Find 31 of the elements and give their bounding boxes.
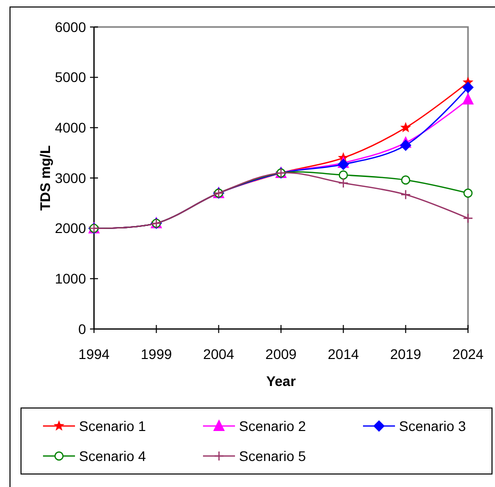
point — [338, 178, 348, 188]
point — [400, 190, 411, 200]
point — [338, 170, 348, 180]
y-tick-label: 4000 — [54, 120, 86, 136]
y-axis-title: TDS mg/L — [37, 144, 53, 211]
point — [462, 93, 474, 104]
y-tick-label: 3000 — [54, 170, 86, 186]
x-tick-label: 2014 — [328, 346, 360, 362]
legend-label: Scenario 5 — [239, 448, 306, 464]
point — [462, 213, 474, 224]
x-tick-label: 2019 — [390, 346, 422, 362]
point — [463, 188, 473, 198]
point — [400, 140, 412, 151]
legend-label: Scenario 3 — [399, 418, 466, 434]
legend-label: Scenario 1 — [79, 418, 146, 434]
y-tick-label: 6000 — [54, 18, 86, 35]
point — [462, 82, 474, 93]
x-tick-label: 2004 — [203, 346, 234, 362]
y-tick-label: 0 — [78, 320, 86, 337]
x-tick-label: 2024 — [452, 346, 484, 362]
x-tick-label: 1994 — [78, 346, 110, 362]
x-axis-title: Year — [266, 373, 296, 389]
x-tick-label: 1999 — [140, 346, 172, 362]
point — [401, 175, 410, 185]
y-tick-label: 5000 — [54, 69, 86, 86]
y-tick-label: 2000 — [54, 220, 86, 236]
point — [400, 122, 412, 132]
legend-label: Scenario 2 — [239, 418, 306, 434]
x-tick-label: 2009 — [265, 346, 297, 362]
legend-label: Scenario 4 — [79, 448, 146, 464]
y-tick-label: 1000 — [54, 270, 86, 287]
